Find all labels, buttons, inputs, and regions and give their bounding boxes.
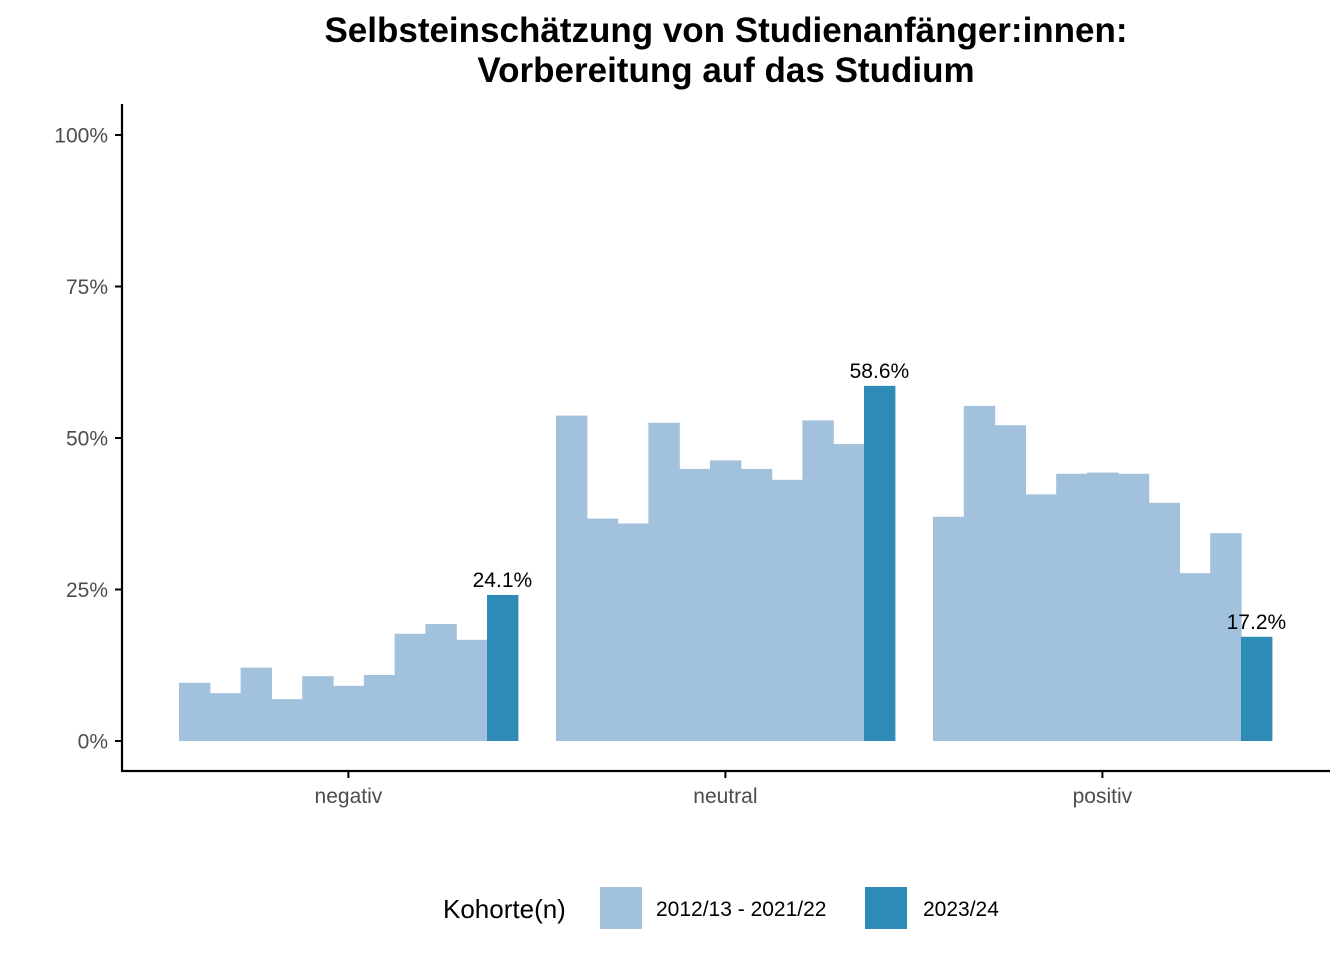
data-label-neutral: 58.6% bbox=[850, 360, 910, 383]
bar-positiv-historic-5 bbox=[1056, 473, 1088, 741]
bar-neutral-historic-3 bbox=[617, 523, 649, 741]
bar-neutral-historic-10 bbox=[833, 444, 865, 741]
bar-negativ-historic-4 bbox=[271, 699, 303, 741]
bars-layer bbox=[179, 385, 1273, 741]
data-label-positiv: 17.2% bbox=[1227, 611, 1287, 634]
legend-label-historic: 2012/13 - 2021/22 bbox=[656, 898, 826, 921]
bar-neutral-historic-4 bbox=[648, 422, 680, 741]
bar-neutral-historic-8 bbox=[771, 479, 803, 741]
bar-positiv-historic-9 bbox=[1179, 573, 1211, 741]
bar-positiv-historic-3 bbox=[994, 425, 1026, 741]
bar-positiv-2023-24 bbox=[1241, 636, 1273, 741]
y-tick-label-3: 75% bbox=[66, 276, 108, 299]
x-ticks-layer: negativ neutral positiv bbox=[315, 771, 1133, 808]
bar-negativ-historic-1 bbox=[179, 682, 211, 741]
x-tick-label-neutral: neutral bbox=[693, 785, 757, 808]
chart-title-line-1: Selbsteinschätzung von Studienanfänger:i… bbox=[324, 11, 1127, 50]
y-ticks-layer: 0% 25% 50% 75% 100% bbox=[54, 125, 122, 754]
y-tick-label-4: 100% bbox=[54, 125, 108, 148]
bar-positiv-historic-4 bbox=[1025, 494, 1057, 741]
y-tick-label-0: 0% bbox=[78, 731, 108, 754]
bar-negativ-2023-24 bbox=[487, 594, 519, 741]
bar-positiv-historic-2 bbox=[963, 405, 996, 741]
bar-positiv-historic-10 bbox=[1210, 533, 1242, 741]
x-tick-label-negativ: negativ bbox=[315, 785, 383, 808]
bar-positiv-historic-7 bbox=[1117, 473, 1150, 741]
bar-neutral-historic-1 bbox=[556, 415, 588, 741]
bar-positiv-historic-1 bbox=[933, 516, 965, 741]
bar-positiv-historic-6 bbox=[1087, 472, 1119, 741]
legend: Kohorte(n) 2012/13 - 2021/22 2023/24 bbox=[443, 887, 999, 929]
bar-neutral-historic-5 bbox=[679, 468, 711, 741]
bar-neutral-2023-24 bbox=[864, 385, 896, 741]
bar-positiv-historic-8 bbox=[1148, 502, 1180, 741]
bar-neutral-historic-9 bbox=[802, 420, 834, 741]
bar-negativ-historic-8 bbox=[394, 633, 426, 741]
legend-swatch-historic bbox=[600, 887, 642, 929]
bar-negativ-historic-9 bbox=[425, 624, 457, 741]
legend-swatch-current bbox=[865, 887, 907, 929]
bar-negativ-historic-2 bbox=[209, 693, 242, 741]
bar-negativ-historic-5 bbox=[302, 676, 334, 741]
bar-negativ-historic-3 bbox=[240, 667, 272, 741]
bar-neutral-historic-6 bbox=[710, 460, 742, 741]
legend-label-current: 2023/24 bbox=[923, 898, 999, 921]
bar-negativ-historic-6 bbox=[333, 685, 365, 741]
x-tick-label-positiv: positiv bbox=[1073, 785, 1133, 808]
data-labels-layer: 24.1% 58.6% 17.2% bbox=[473, 360, 1287, 634]
data-label-negativ: 24.1% bbox=[473, 569, 533, 592]
bar-negativ-historic-10 bbox=[456, 639, 488, 741]
bar-neutral-historic-7 bbox=[740, 468, 773, 741]
bar-negativ-historic-7 bbox=[363, 674, 396, 741]
y-tick-label-1: 25% bbox=[66, 579, 108, 602]
bar-neutral-historic-2 bbox=[586, 518, 619, 741]
y-tick-label-2: 50% bbox=[66, 428, 108, 451]
chart-title-line-2: Vorbereitung auf das Studium bbox=[477, 51, 974, 90]
legend-title: Kohorte(n) bbox=[443, 894, 566, 924]
